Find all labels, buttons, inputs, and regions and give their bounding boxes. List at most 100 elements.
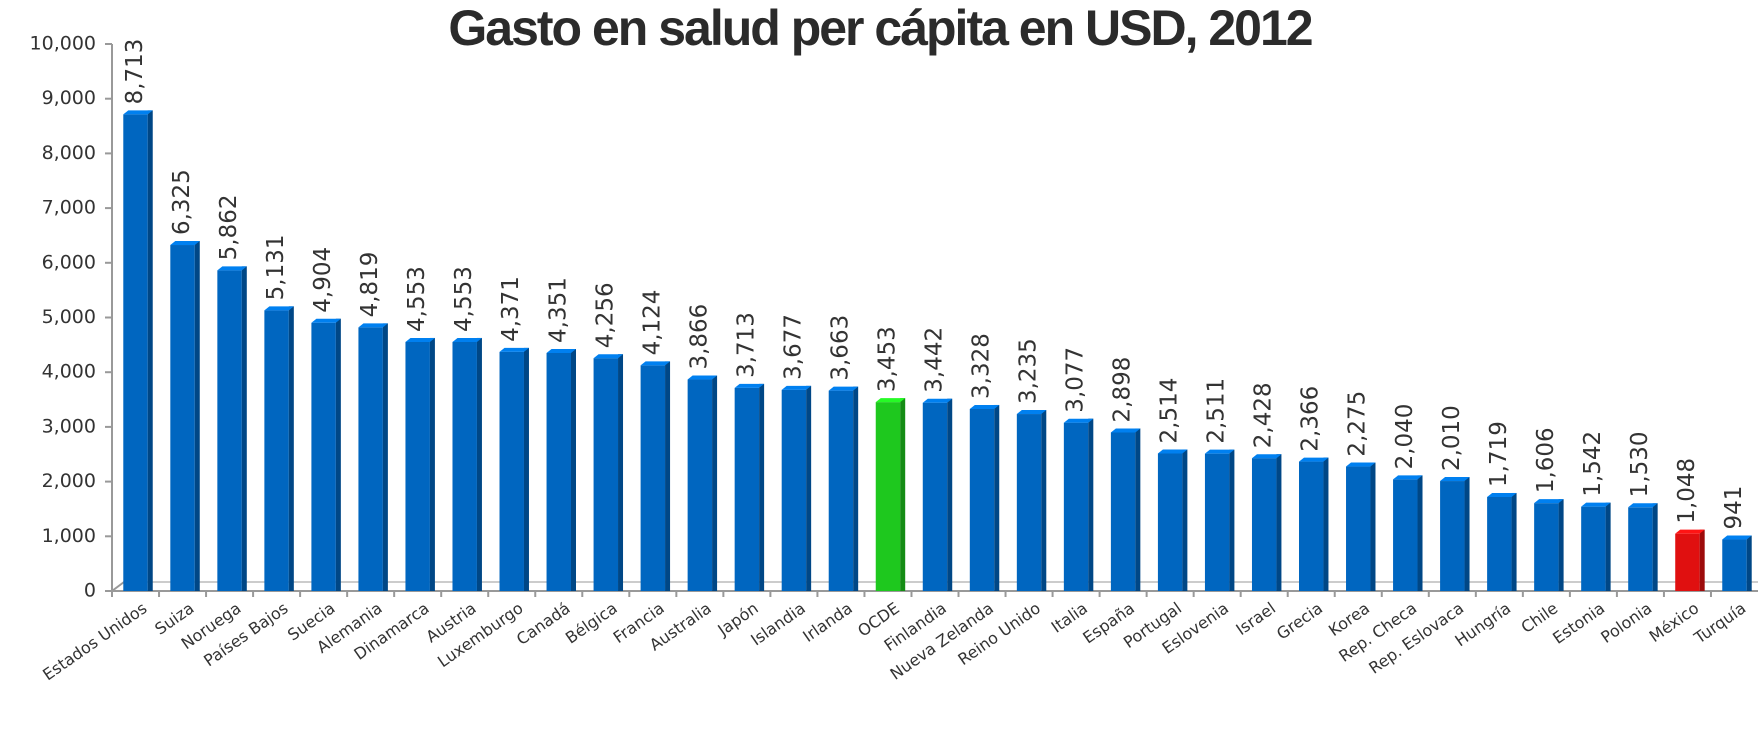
- bar-side: [759, 383, 765, 591]
- bar-top: [593, 354, 624, 359]
- x-tick-label: Bélgica: [562, 598, 621, 647]
- bar-side: [1558, 499, 1564, 591]
- bar: [1204, 453, 1230, 591]
- bar-side: [947, 398, 953, 591]
- bar-top: [1675, 529, 1705, 534]
- bar: [1628, 507, 1653, 591]
- value-label: 1,048: [1674, 458, 1700, 524]
- bar-top: [452, 337, 482, 342]
- value-label: 3,663: [827, 315, 853, 381]
- y-tick-label: 5,000: [42, 306, 96, 328]
- value-label: 2,366: [1298, 386, 1324, 452]
- value-label: 4,256: [592, 282, 618, 348]
- value-label: 6,325: [169, 169, 195, 235]
- bar-side: [194, 241, 200, 591]
- y-tick-label: 3,000: [42, 415, 96, 437]
- y-tick-label: 7,000: [42, 197, 96, 219]
- bar: [1251, 458, 1277, 591]
- bar-top: [1063, 418, 1094, 423]
- value-label: 1,530: [1627, 431, 1653, 497]
- value-label: 2,010: [1439, 405, 1465, 471]
- bar-top: [1722, 535, 1752, 540]
- bar-side: [1135, 428, 1141, 591]
- bar-top: [1157, 449, 1188, 454]
- bar-side: [147, 110, 153, 592]
- bar: [1346, 466, 1371, 591]
- bar-top: [1110, 428, 1141, 433]
- bar-side: [1746, 535, 1752, 591]
- floor-edge: [111, 581, 125, 592]
- bar-side: [1370, 462, 1376, 591]
- value-label: 4,553: [404, 266, 430, 332]
- x-tick-label: Irlanda: [799, 598, 855, 645]
- x-tick-label: Polonia: [1597, 598, 1655, 647]
- value-label: 2,428: [1251, 382, 1277, 448]
- bar-top: [499, 347, 529, 352]
- x-tick-label: México: [1646, 598, 1703, 646]
- y-tick-label: 8,000: [42, 142, 96, 164]
- bar-side: [1088, 418, 1094, 591]
- bar: [1016, 414, 1042, 591]
- value-label: 3,866: [686, 304, 712, 370]
- bar: [546, 353, 571, 591]
- bar-side: [1605, 502, 1611, 591]
- bar: [1440, 481, 1465, 591]
- bar-top: [1251, 454, 1282, 459]
- bar-side: [1276, 454, 1282, 591]
- value-label: 3,677: [780, 314, 806, 380]
- value-label: 2,898: [1110, 357, 1136, 423]
- bar-top: [123, 110, 153, 115]
- bar-side: [1511, 492, 1517, 591]
- value-label: 5,862: [216, 194, 242, 260]
- value-label: 3,235: [1016, 338, 1042, 404]
- bar-side: [1041, 410, 1047, 591]
- bar-side: [665, 361, 671, 591]
- bar: [781, 389, 807, 591]
- value-label: 3,328: [969, 333, 995, 399]
- bar-side: [1652, 503, 1658, 591]
- bar-top: [922, 398, 953, 403]
- bar-side: [853, 386, 859, 591]
- value-label: 4,124: [639, 290, 665, 356]
- bar: [1110, 432, 1136, 591]
- bar-top: [781, 385, 812, 390]
- value-label: 2,275: [1345, 391, 1371, 457]
- x-tick-label: Canadá: [513, 598, 574, 648]
- value-label: 3,713: [733, 312, 759, 378]
- bar: [1393, 479, 1418, 591]
- x-tick-label: Turquía: [1690, 598, 1749, 648]
- bar-top: [546, 349, 576, 354]
- bar: [452, 341, 477, 591]
- bar: [922, 402, 948, 591]
- x-tick-label: Islandia: [747, 598, 809, 649]
- bar-side: [523, 347, 529, 591]
- bar: [1487, 496, 1512, 591]
- bar-side: [382, 323, 388, 591]
- bar-side: [570, 349, 576, 591]
- bar-top: [687, 375, 718, 380]
- value-label: 3,442: [922, 327, 948, 393]
- value-label: 2,040: [1392, 404, 1418, 470]
- chart-title: Gasto en salud per cápita en USD, 2012: [448, 0, 1311, 56]
- bar: [734, 387, 760, 591]
- bar: [1063, 422, 1089, 591]
- bar-side: [900, 398, 906, 591]
- value-label: 1,719: [1486, 421, 1512, 487]
- value-label: 8,713: [122, 39, 148, 105]
- bar-top: [1487, 492, 1517, 497]
- bar: [969, 408, 995, 591]
- bar: [593, 358, 619, 591]
- bar-side: [241, 266, 247, 591]
- bar-side: [335, 318, 341, 591]
- value-label: 5,131: [263, 234, 289, 300]
- x-tick-label: Estados Unidos: [39, 598, 150, 684]
- bar-top: [1204, 449, 1235, 454]
- value-label: 4,904: [310, 247, 336, 313]
- bar-top: [1628, 503, 1658, 508]
- value-label: 3,077: [1063, 347, 1089, 413]
- bar-top: [264, 306, 294, 311]
- bar: [217, 270, 242, 591]
- bar-side: [1417, 475, 1423, 591]
- y-tick-label: 2,000: [42, 470, 96, 492]
